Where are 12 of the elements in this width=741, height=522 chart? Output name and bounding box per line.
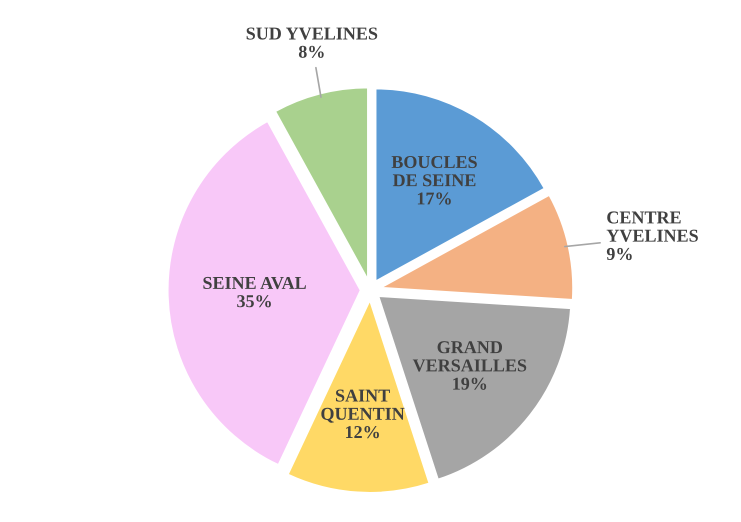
data-label: 35% <box>237 295 271 308</box>
data-label: 8% <box>298 46 324 58</box>
data-label: 17% <box>418 192 451 205</box>
slice-label: CENTRE YVELINES <box>606 211 698 242</box>
slice-label: GRAND VERSAILLES <box>412 341 526 372</box>
slice-label: BOUCLES DE SEINE <box>392 156 477 186</box>
data-label: 12% <box>346 426 379 438</box>
slice-label: SEINE AVAL <box>203 276 306 290</box>
data-label: 9% <box>606 248 632 260</box>
data-label: 19% <box>453 378 486 390</box>
slice-label: SUD YVELINES <box>246 27 378 40</box>
slice-label: SAINT QUENTIN <box>321 390 405 423</box>
